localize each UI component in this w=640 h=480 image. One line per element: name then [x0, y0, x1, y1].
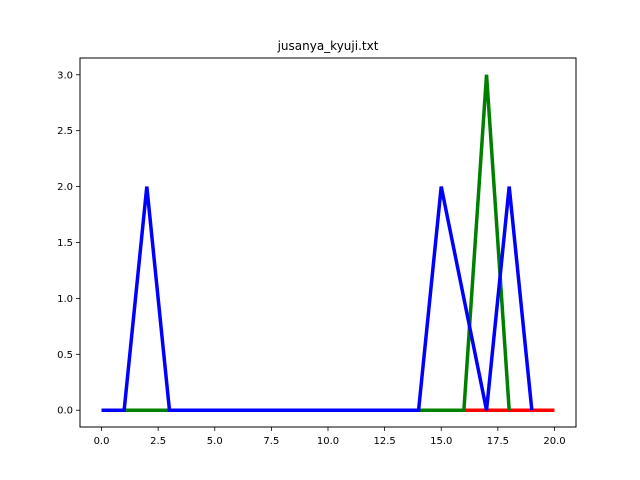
x-tick-label: 12.5	[373, 436, 395, 447]
x-tick-label: 7.5	[263, 436, 279, 447]
x-tick-label: 20.0	[543, 436, 565, 447]
series-line-3	[101, 186, 534, 412]
x-tick-label: 5.0	[207, 436, 223, 447]
chart-title: jusanya_kyuji.txt	[277, 39, 379, 53]
y-tick-label: 3.0	[57, 70, 73, 81]
x-tick-label: 17.5	[487, 436, 509, 447]
y-tick-label: 2.0	[57, 182, 73, 193]
y-tick-label: 1.0	[57, 294, 73, 305]
x-tick-label: 10.0	[317, 436, 339, 447]
series-layer	[101, 74, 555, 412]
x-tick-label: 15.0	[430, 436, 452, 447]
x-axis: 0.0 2.5 5.0 7.5 10.0 12.5 15.0 17.5 20.0	[94, 427, 566, 447]
y-tick-label: 0.0	[57, 406, 73, 417]
x-tick-label: 2.5	[150, 436, 166, 447]
y-tick-label: 0.5	[57, 350, 73, 361]
y-tick-label: 1.5	[57, 238, 73, 249]
y-axis: 0.0 0.5 1.0 1.5 2.0 2.5 3.0	[57, 70, 80, 417]
y-tick-label: 2.5	[57, 126, 73, 137]
x-tick-label: 0.0	[94, 436, 110, 447]
